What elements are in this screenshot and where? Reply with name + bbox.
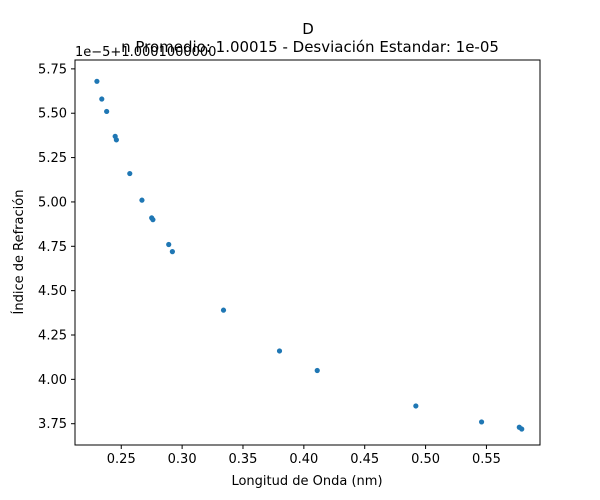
- data-point: [478, 419, 485, 425]
- data-point: [519, 426, 525, 432]
- y-tick-label: 5.50: [38, 107, 67, 122]
- y-tick-label: 3.75: [38, 417, 67, 432]
- y-tick-label: 5.00: [38, 195, 67, 210]
- y-tick-label: 4.50: [38, 284, 67, 299]
- plot-frame: [74, 59, 541, 446]
- x-tick-label: 0.30: [168, 452, 197, 467]
- x-axis-label: Longitud de Onda (nm): [231, 474, 382, 489]
- data-point: [150, 217, 156, 223]
- data-point: [220, 307, 227, 313]
- x-tick-label: 0.50: [411, 452, 440, 467]
- x-tick-label: 0.25: [107, 452, 136, 467]
- data-point: [127, 170, 133, 177]
- chart-title: D: [302, 20, 314, 38]
- x-tick-label: 0.40: [289, 452, 318, 467]
- x-tick-label: 0.45: [350, 452, 379, 467]
- chart-subtitle: n Promedio: 1.00015 - Desviación Estanda…: [121, 38, 499, 56]
- data-point: [314, 367, 320, 374]
- data-point: [94, 78, 100, 84]
- data-point: [413, 403, 419, 409]
- y-tick-label: 5.25: [38, 151, 67, 166]
- data-point: [113, 137, 119, 143]
- data-point: [104, 108, 110, 115]
- data-points: [94, 78, 525, 432]
- data-point: [169, 249, 175, 255]
- x-tick-label: 0.55: [472, 452, 501, 467]
- y-tick-label: 4.75: [38, 240, 67, 255]
- y-axis-label: Índice de Refración: [11, 190, 27, 315]
- data-point: [139, 197, 145, 203]
- data-point: [276, 348, 283, 354]
- axis-ticks: 0.25 0.30 0.35 0.40 0.45 0.50 0.55 3.75 4.00 4.25…: [38, 62, 501, 467]
- y-offset-text: 1e−5+1.0001000000: [75, 45, 216, 60]
- y-tick-label: 4.25: [38, 329, 67, 344]
- y-tick-label: 4.00: [38, 373, 67, 388]
- x-tick-label: 0.35: [229, 452, 258, 467]
- data-point: [166, 241, 172, 248]
- data-point: [99, 96, 105, 102]
- y-tick-label: 5.75: [38, 62, 67, 77]
